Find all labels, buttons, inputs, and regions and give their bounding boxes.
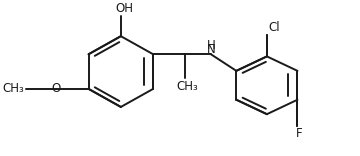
Text: CH₃: CH₃ <box>176 80 198 93</box>
Text: N: N <box>207 43 215 56</box>
Text: F: F <box>296 127 302 140</box>
Text: CH₃: CH₃ <box>2 82 24 95</box>
Text: Cl: Cl <box>269 21 280 34</box>
Text: H: H <box>207 39 215 52</box>
Text: OH: OH <box>115 2 133 15</box>
Text: O: O <box>52 82 61 95</box>
